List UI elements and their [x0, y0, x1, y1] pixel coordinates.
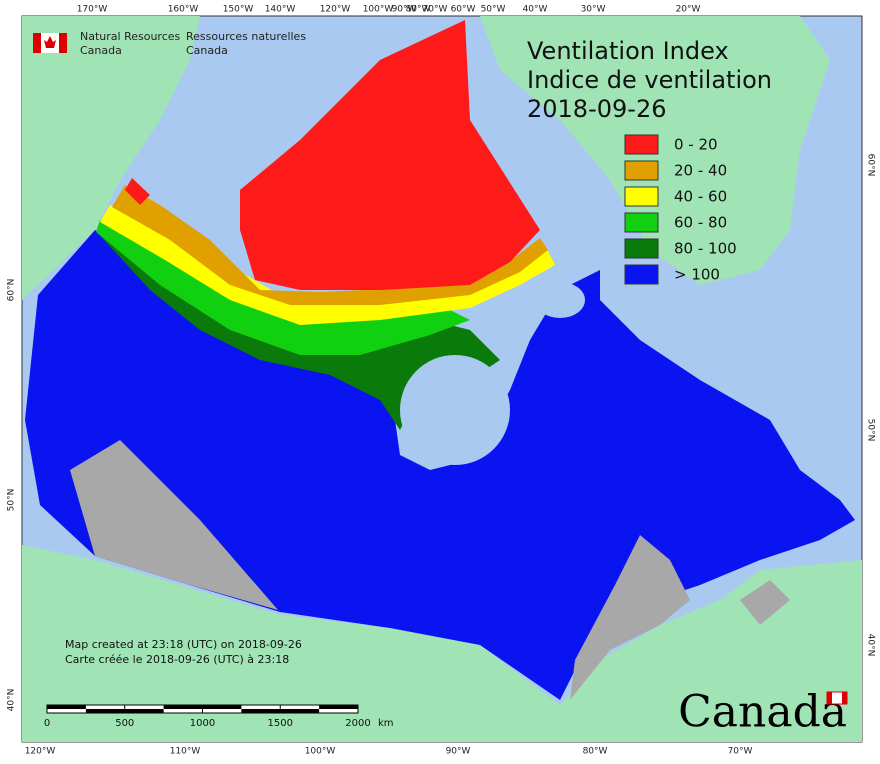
flag-bar — [827, 692, 832, 704]
scale-label: 1500 — [268, 718, 293, 729]
graticule-label: 80°W — [406, 5, 431, 15]
scale-unit: km — [378, 718, 394, 729]
legend-swatch — [624, 186, 659, 207]
title-fr: Indice de ventilation — [527, 66, 772, 94]
date: 2018-09-26 — [527, 95, 666, 123]
graticule-label: 100°W — [363, 5, 394, 15]
legend-label: > 100 — [674, 266, 720, 284]
graticule-label: 70°W — [423, 5, 448, 15]
legend-label: 40 - 60 — [674, 188, 727, 206]
zone-60-80 — [96, 220, 470, 355]
graticule-label: 50°W — [481, 5, 506, 15]
no-data-west — [70, 440, 278, 610]
org-fr: Canada — [186, 44, 228, 57]
graticule-label: 170°W — [77, 5, 108, 15]
note: Map created at 23:18 (UTC) on 2018-09-26 — [65, 638, 302, 651]
zone-0-20 — [125, 20, 540, 290]
flag-bar — [59, 33, 67, 53]
foxe-basin — [535, 282, 585, 318]
title-en: Ventilation Index — [527, 37, 729, 65]
graticule-label: 60°N — [7, 279, 17, 302]
scale-segment — [280, 709, 320, 713]
no-data-east — [570, 535, 690, 700]
scale-segment — [47, 705, 86, 709]
legend-swatch — [624, 134, 659, 155]
scale-label: 2000 — [345, 718, 370, 729]
nrcan-logo — [33, 33, 67, 53]
scale-label: 500 — [115, 718, 134, 729]
legend-label: 0 - 20 — [674, 136, 718, 154]
united-states — [22, 545, 862, 742]
scale-segment — [163, 705, 203, 709]
wordmark-flag — [826, 691, 848, 705]
graticule-label: 60°N — [866, 154, 876, 177]
graticule-label: 40°N — [7, 689, 17, 712]
alaska — [22, 16, 200, 300]
graticule-label: 60°W — [451, 5, 476, 15]
org-en: Natural Resources — [80, 30, 181, 43]
graticule-label: 120°W — [25, 747, 56, 757]
graticule-label: 90°W — [392, 5, 417, 15]
graticule-label: 80°W — [583, 747, 608, 757]
generated: 0 - 20 20 - 40 40 - 60 60 - 80 80 - 100 > 100… — [7, 5, 876, 757]
graticule-label: 90°W — [446, 747, 471, 757]
org-fr: Ressources naturelles — [186, 30, 306, 43]
legend-label: 60 - 80 — [674, 214, 727, 232]
hudson-bay — [400, 355, 510, 465]
graticule-label: 120°W — [320, 5, 351, 15]
maple-leaf — [44, 36, 56, 48]
scale-label: 0 — [44, 718, 50, 729]
graticule-label: 110°W — [170, 747, 201, 757]
org-en: Canada — [80, 44, 122, 57]
flag-bar — [842, 692, 847, 704]
graticule-label: 50°N — [866, 419, 876, 442]
legend-swatch — [624, 238, 659, 259]
graticule-label: 30°W — [581, 5, 606, 15]
note: Carte créée le 2018-09-26 (UTC) à 23:18 — [65, 653, 289, 666]
scale-label: 1000 — [190, 718, 215, 729]
scale-segment — [319, 705, 358, 709]
scale-segment — [124, 709, 164, 713]
graticule-label: 70°W — [728, 747, 753, 757]
wordmark: Canada — [678, 687, 847, 738]
graticule-label: 140°W — [265, 5, 296, 15]
graticule-label: 40°W — [523, 5, 548, 15]
graticule-label: 100°W — [305, 747, 336, 757]
no-data-maritimes — [740, 580, 790, 625]
flag-bar — [33, 33, 41, 53]
zone-20-40 — [112, 185, 548, 305]
scale-segment — [85, 709, 125, 713]
graticule-label: 50°N — [7, 489, 17, 512]
graticule-label: 20°W — [676, 5, 701, 15]
graticule-label: 40°N — [866, 634, 876, 657]
graticule-label: 160°W — [168, 5, 199, 15]
graticule-label: 150°W — [223, 5, 254, 15]
legend-swatch — [624, 160, 659, 181]
scale-segment — [241, 709, 281, 713]
legend-label: 80 - 100 — [674, 240, 737, 258]
legend-swatch — [624, 264, 659, 285]
legend-label: 20 - 40 — [674, 162, 727, 180]
legend-swatch — [624, 212, 659, 233]
scale-segment — [202, 705, 242, 709]
